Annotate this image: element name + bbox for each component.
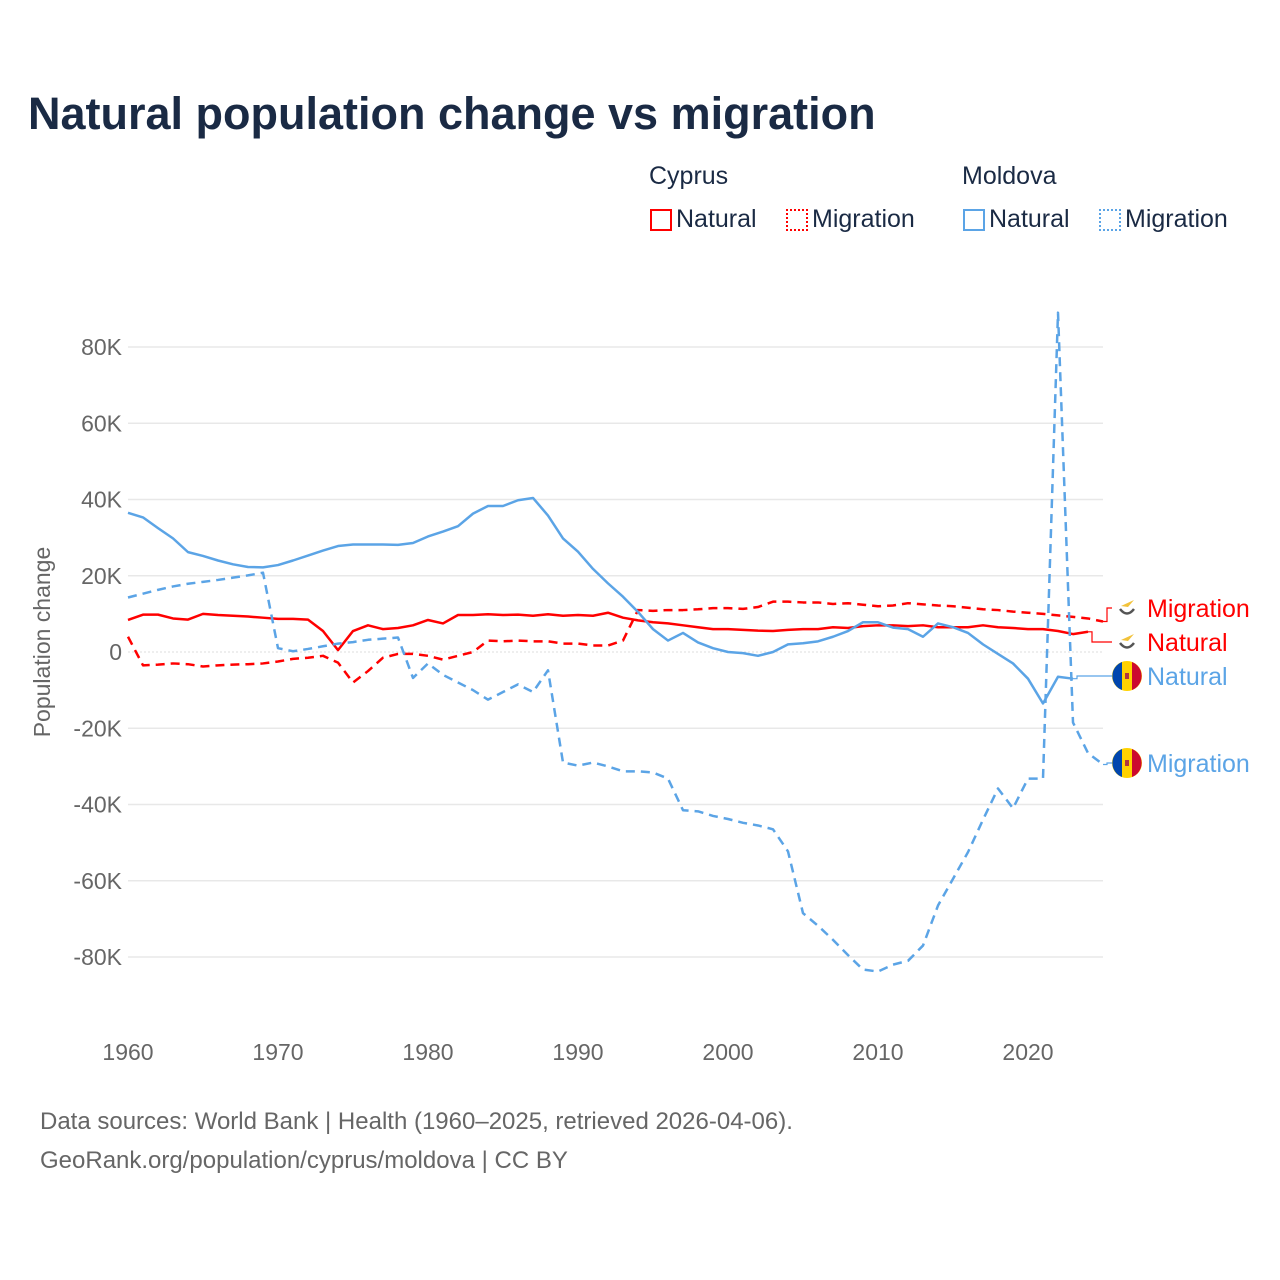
label-connector [1073,675,1112,680]
plot-area: 80K 60K 40K 20K 0 -20K -40K -60K -80K 1960 1970 198… [29,311,1250,1065]
cyprus-flag-icon [1119,642,1135,649]
legend-group-cyprus: Cyprus [649,162,729,190]
legend-swatch-dotted [1099,208,1121,231]
x-tick-label: 2010 [852,1039,903,1065]
y-tick-label: 40K [81,487,123,513]
legend-group-moldova: Moldova [962,162,1057,190]
flag-island [1121,600,1134,607]
y-tick-label: -80K [73,944,122,970]
legend-label: Natural [676,205,757,233]
y-axis-label: Population change [29,547,55,738]
end-label-moldova-migration: Migration [1147,750,1250,778]
label-connector [1088,631,1112,643]
end-label-cyprus-natural: Natural [1147,629,1228,657]
series-line-cyprus-natural [127,611,1089,652]
chart-title: Natural population change vs migration [28,88,876,139]
legend-moldova-migration[interactable]: Migration [1099,205,1228,234]
x-tick-label: 2000 [702,1039,753,1065]
cyprus-flag-icon [1119,608,1135,615]
legend-cyprus-natural[interactable]: Natural [650,205,757,234]
y-tick-label: 0 [109,639,122,665]
flag-island [1121,634,1134,641]
legend-moldova-natural[interactable]: Natural [963,205,1070,234]
flag-emblem [1125,673,1129,679]
legend-label: Migration [812,205,915,233]
legend-swatch-solid [963,208,985,231]
label-connector [1103,607,1112,623]
footer-sources: Data sources: World Bank | Health (1960–… [40,1108,793,1135]
x-tick-label: 2020 [1002,1039,1053,1065]
legend-label: Migration [1125,205,1228,233]
flag-red-band [1132,749,1142,777]
series-line-moldova-migration [127,311,1104,973]
legend-cyprus-migration[interactable]: Migration [786,205,915,234]
label-connector [1103,762,1112,766]
y-tick-label: 80K [81,334,123,360]
legend-label: Natural [989,205,1070,233]
flag-blue-band [1112,662,1122,690]
y-tick-label: 60K [81,410,123,436]
flag-blue-band [1112,749,1122,777]
flag-emblem [1125,760,1129,766]
footer-credit[interactable]: GeoRank.org/population/cyprus/moldova | … [40,1147,568,1174]
end-label-moldova-natural: Natural [1147,663,1228,691]
end-label-cyprus-migration: Migration [1147,595,1250,623]
series-line-cyprus-migration [126,600,1104,684]
x-tick-label: 1980 [402,1039,453,1065]
legend-swatch-dotted [786,208,808,231]
flag-red-band [1132,662,1142,690]
legend-swatch-solid [650,208,672,231]
y-tick-label: -40K [73,792,122,818]
series-line-moldova-natural [127,496,1074,705]
x-tick-label: 1990 [552,1039,603,1065]
y-tick-label: -60K [73,868,122,894]
x-tick-label: 1970 [252,1039,303,1065]
y-tick-label: -20K [73,715,122,741]
x-tick-label: 1960 [102,1039,153,1065]
y-tick-label: 20K [81,563,123,589]
